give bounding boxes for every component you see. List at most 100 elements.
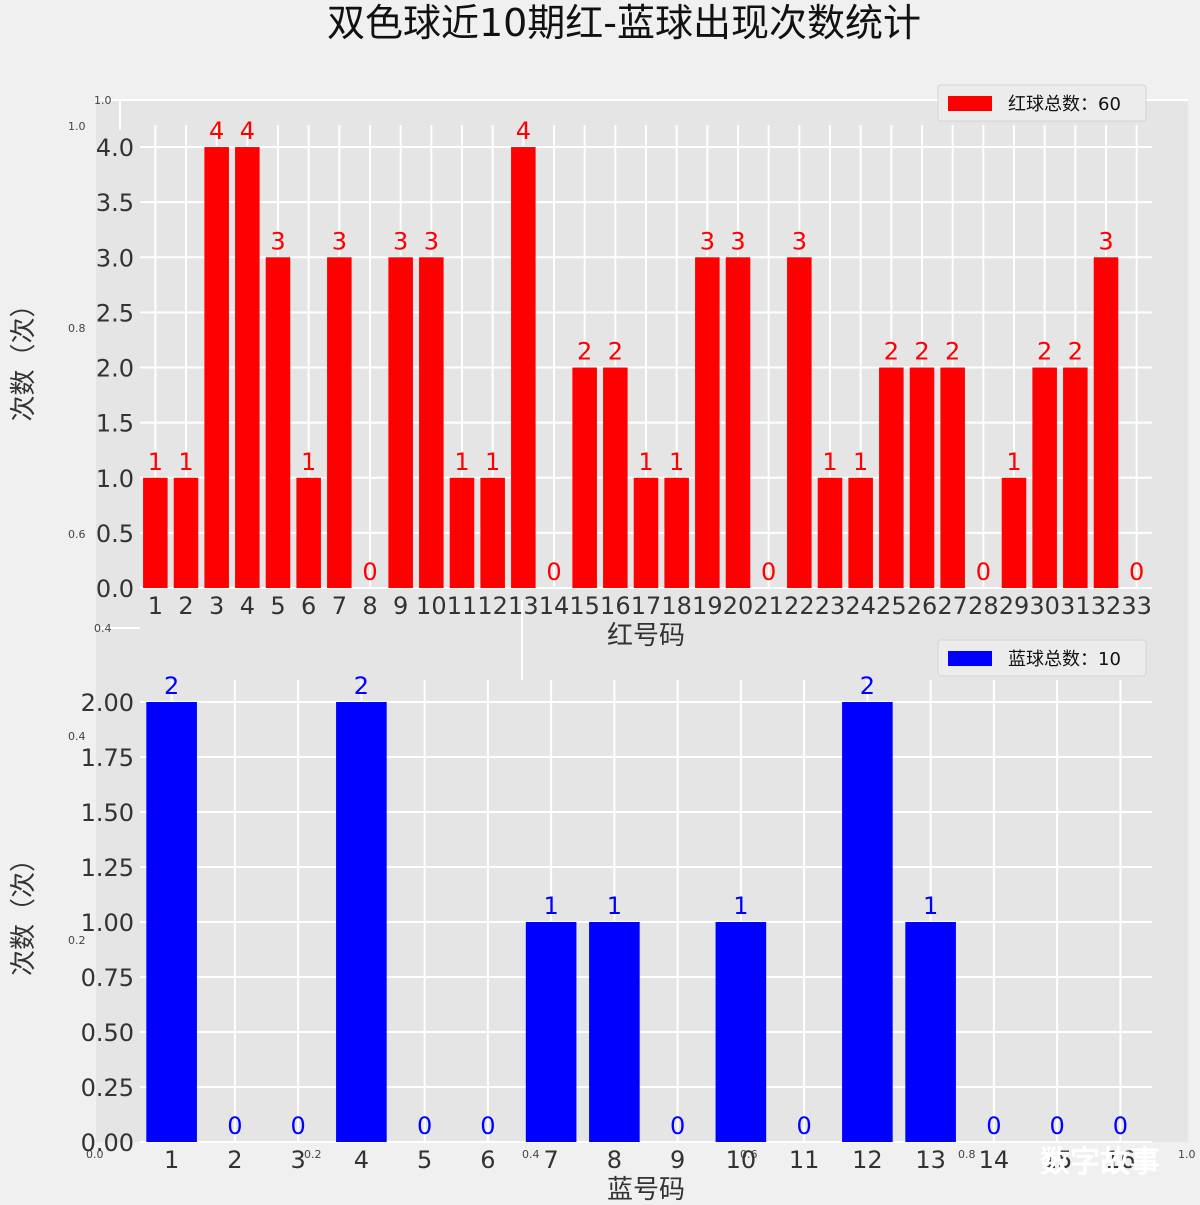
data-label: 1	[607, 892, 622, 920]
legend-label: 蓝球总数：10	[1008, 649, 1121, 670]
x-tick-label: 6	[480, 1146, 495, 1174]
data-label: 2	[577, 338, 592, 366]
y-tick-label: 2.00	[81, 689, 134, 717]
x-tick-label: 10	[726, 1146, 757, 1174]
data-label: 2	[354, 672, 369, 700]
x-tick-label: 1	[148, 592, 163, 620]
x-tick-label: 10	[416, 592, 447, 620]
data-label: 1	[543, 892, 558, 920]
bar	[388, 257, 413, 588]
y-tick-label: 0.5	[96, 520, 134, 548]
data-label: 1	[485, 448, 500, 476]
x-tick-label: 15	[1042, 1146, 1073, 1174]
bar	[695, 257, 720, 588]
bar	[905, 922, 956, 1142]
bar	[296, 477, 321, 588]
y-tick-label: 2.0	[96, 355, 134, 383]
data-label: 1	[638, 448, 653, 476]
data-label: 3	[424, 227, 439, 255]
legend-label: 红球总数：60	[1008, 94, 1121, 115]
ghost-y-tick: 0.4	[68, 730, 86, 743]
x-tick-label: 4	[354, 1146, 369, 1174]
x-tick-label: 7	[543, 1146, 558, 1174]
bar	[265, 257, 291, 588]
y-tick-label: 1.25	[81, 854, 134, 882]
x-tick-label: 16	[1105, 1146, 1136, 1174]
y-tick-label: 3.0	[96, 244, 134, 272]
legend-box	[937, 639, 1147, 677]
y-tick-label: 1.5	[96, 410, 134, 438]
x-tick-label: 23	[815, 592, 846, 620]
data-label: 1	[669, 448, 684, 476]
x-tick-label: 17	[631, 592, 662, 620]
x-tick-label: 9	[393, 592, 408, 620]
x-tick-label: 8	[362, 592, 377, 620]
data-label: 2	[860, 672, 875, 700]
x-tick-label: 1	[164, 1146, 179, 1174]
bar	[525, 922, 577, 1142]
x-tick-label: 13	[508, 592, 539, 620]
x-tick-label: 12	[852, 1146, 883, 1174]
y-axis-label: 次数（次）	[9, 846, 39, 976]
x-tick-label: 7	[332, 592, 347, 620]
x-tick-label: 11	[789, 1146, 820, 1174]
x-tick-label: 16	[600, 592, 631, 620]
legend-swatch	[948, 651, 992, 666]
bar	[725, 257, 751, 588]
x-tick-label: 6	[301, 592, 316, 620]
data-label: 2	[164, 672, 179, 700]
x-tick-label: 3	[290, 1146, 305, 1174]
blue-ball-chart: 0.000.250.500.751.001.251.501.752.002102…	[9, 639, 1152, 1205]
bar	[633, 477, 659, 588]
data-label: 3	[393, 227, 408, 255]
bar	[589, 922, 640, 1142]
x-axis-label: 红号码	[607, 621, 685, 651]
x-tick-label: 9	[670, 1146, 685, 1174]
data-label: 1	[853, 448, 868, 476]
x-tick-label: 22	[784, 592, 815, 620]
data-label: 4	[209, 117, 224, 145]
x-tick-label: 25	[876, 592, 907, 620]
y-tick-label: 0.50	[81, 1019, 134, 1047]
bar	[848, 477, 873, 588]
data-label: 1	[923, 892, 938, 920]
bar	[143, 477, 168, 588]
y-tick-label: 1.75	[81, 744, 134, 772]
bar	[1001, 477, 1027, 588]
x-tick-label: 21	[753, 592, 784, 620]
x-tick-label: 5	[270, 592, 285, 620]
bar	[664, 477, 689, 588]
x-tick-label: 33	[1121, 592, 1152, 620]
x-tick-label: 14	[539, 592, 570, 620]
data-label: 2	[1037, 338, 1052, 366]
y-tick-label: 1.0	[96, 465, 134, 493]
data-label: 0	[227, 1112, 242, 1140]
y-tick-label: 2.5	[96, 299, 134, 327]
ghost-x-tick: 0.2	[304, 1148, 322, 1161]
ghost-y-tick: 0.4	[94, 622, 112, 635]
data-label: 1	[148, 448, 163, 476]
data-label: 3	[730, 227, 745, 255]
ghost-x-tick: 1.0	[1178, 1148, 1196, 1161]
legend-swatch	[948, 96, 992, 111]
y-tick-label: 4.0	[96, 134, 134, 162]
x-tick-label: 24	[845, 592, 876, 620]
data-label: 1	[301, 448, 316, 476]
data-label: 3	[332, 227, 347, 255]
data-label: 2	[914, 338, 929, 366]
data-label: 3	[700, 227, 715, 255]
data-label: 2	[1068, 338, 1083, 366]
data-label: 0	[417, 1112, 432, 1140]
x-tick-label: 4	[240, 592, 255, 620]
data-label: 4	[240, 117, 255, 145]
data-label: 0	[796, 1112, 811, 1140]
bar	[1063, 367, 1088, 588]
y-tick-label: 0.25	[81, 1074, 134, 1102]
bar	[842, 702, 893, 1142]
data-label: 1	[822, 448, 837, 476]
bar	[1032, 367, 1057, 588]
x-tick-label: 30	[1029, 592, 1060, 620]
x-tick-label: 8	[607, 1146, 622, 1174]
data-label: 3	[270, 227, 285, 255]
